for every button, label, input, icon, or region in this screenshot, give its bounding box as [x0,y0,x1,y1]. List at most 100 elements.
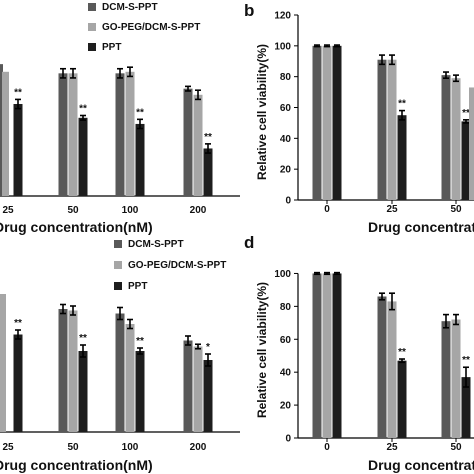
bar [135,123,145,196]
bar [469,87,474,200]
bar [377,296,387,438]
y-tick-label: 20 [280,401,292,412]
x-tick-label: 200 [190,205,207,216]
bar [135,351,145,432]
bars-d: ** ** [312,271,471,438]
bar [58,309,68,432]
bar [68,310,78,432]
significance-label: ** [204,132,212,143]
x-tick-label: 25 [2,205,14,216]
x-tick-label: 100 [122,442,139,453]
significance-label: ** [398,347,406,358]
bar [115,313,125,432]
significance-label: ** [462,355,470,366]
bar [183,88,193,196]
legend-label: DCM-S-PPT [102,2,158,13]
bar [397,360,407,438]
bar [203,360,213,432]
bar [183,340,193,432]
x-axis-label-b: Drug concentration [368,219,474,235]
panel-letter-d: d [244,233,254,252]
y-tick-label: 40 [280,134,292,145]
panel-a: DCM-S-PPT GO-PEG/DCM-S-PPT PPT ** ** ** ** 25… [0,2,240,235]
bar [125,324,135,432]
y-tick-label: 80 [280,302,292,313]
x-tick-label: 50 [67,205,79,216]
x-tick-label: 25 [2,442,14,453]
y-tick-label: 100 [274,41,291,52]
bar [58,73,68,196]
panel-d: d Relative cell viability(%) 0 20 40 60 80 10… [244,233,474,473]
panel-b: b Relative cell viability(%) 0 20 40 60 80 10… [244,1,474,235]
y-tick-label: 100 [274,269,291,280]
bar [397,115,407,200]
bar [312,45,322,201]
x-tick-label: 50 [450,442,462,453]
bar [322,273,332,438]
x-tick-label: 25 [386,204,398,215]
bar [387,301,397,438]
bar [78,117,88,196]
legend-swatch [88,23,96,31]
bar [115,73,125,196]
bar [125,71,135,196]
legend-swatch [88,43,96,51]
legend-label: GO-PEG/DCM-S-PPT [128,260,226,271]
x-tick-label: 25 [386,442,398,453]
significance-label: ** [136,336,144,347]
legend-swatch [114,240,122,248]
legend-label: PPT [102,42,121,53]
bars-c: **** *** [0,294,240,433]
legend-top: DCM-S-PPT GO-PEG/DCM-S-PPT PPT [88,2,200,53]
bar [0,294,6,432]
bar [0,64,3,196]
bar [332,45,342,201]
bar [193,346,203,432]
bar [78,351,88,432]
x-tick-label: 0 [324,204,330,215]
bar [451,78,461,200]
x-tick-label: 0 [324,442,330,453]
y-tick-label: 0 [285,434,291,445]
bar [193,94,203,196]
bars-b: ** ** [312,44,474,201]
legend-label: DCM-S-PPT [128,239,184,250]
x-axis-label-a: Drug concentration(nM) [0,219,153,235]
bar [13,104,23,196]
legend-label: GO-PEG/DCM-S-PPT [102,22,200,33]
significance-label: ** [14,87,22,98]
significance-label: ** [398,99,406,110]
bar [332,273,342,438]
bar [377,59,387,201]
y-tick-label: 60 [280,103,292,114]
bars-a: ** ** ** ** [0,64,240,197]
bar [461,377,471,438]
y-tick-label: 20 [280,165,292,176]
significance-label: ** [14,318,22,329]
legend-swatch [88,3,96,11]
significance-label: ** [136,107,144,118]
legend-bottom: DCM-S-PPT GO-PEG/DCM-S-PPT PPT [114,239,226,292]
significance-label: ** [462,108,470,119]
y-tick-label: 60 [280,335,292,346]
bar [441,75,451,200]
x-tick-label: 200 [190,442,207,453]
bar [451,319,461,438]
x-tick-label: 100 [122,205,139,216]
bar [441,321,451,438]
bar [2,71,9,196]
x-tick-label: 50 [67,442,79,453]
significance-label: * [206,342,210,353]
significance-label: ** [79,333,87,344]
y-tick-label: 80 [280,72,292,83]
bar [461,121,471,200]
significance-label: ** [79,104,87,115]
panel-letter-b: b [244,1,254,20]
y-tick-label: 120 [274,11,291,22]
x-axis-label-d: Drug concentration [368,457,474,473]
bar [203,148,213,196]
y-tick-label: 40 [280,368,292,379]
x-tick-label: 50 [450,204,462,215]
